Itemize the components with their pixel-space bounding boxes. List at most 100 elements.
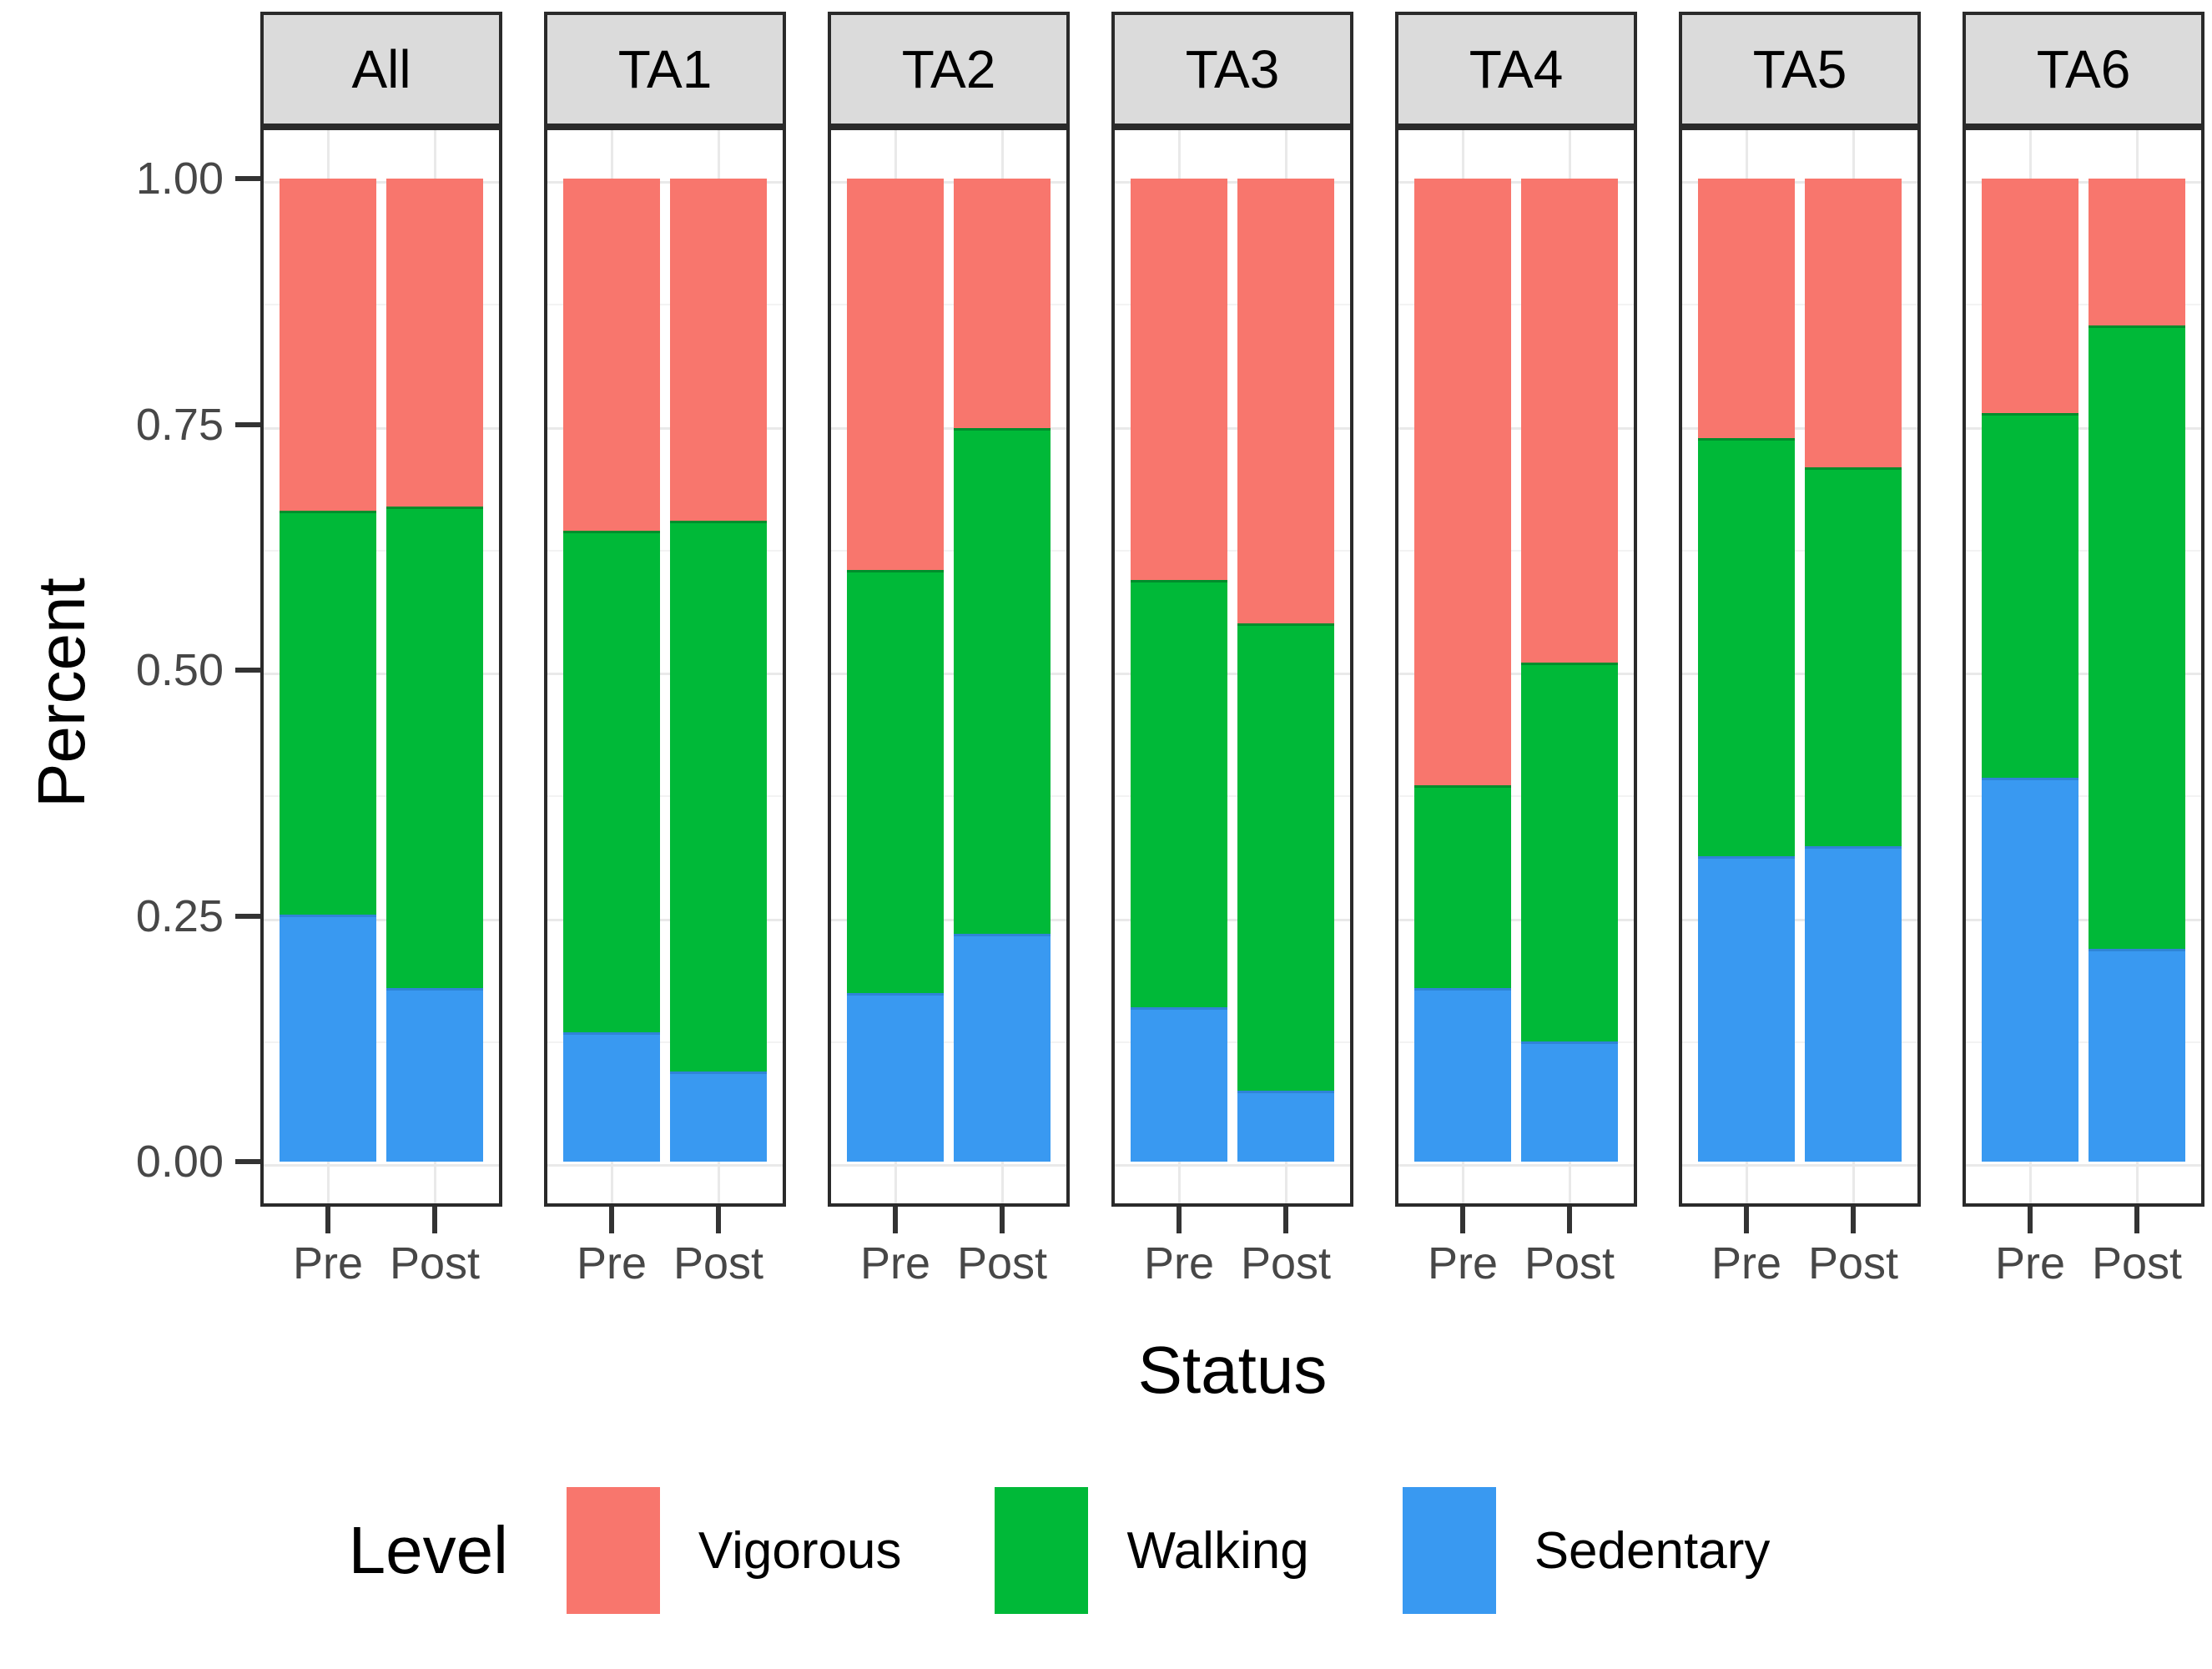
legend-items: Vigorous Walking Sedentary bbox=[566, 1487, 1863, 1614]
bar-segment-vigorous bbox=[1698, 179, 1795, 438]
major-gridline bbox=[831, 918, 1066, 921]
bar-segment-sedentary bbox=[1414, 987, 1511, 1162]
minor-gridline bbox=[1966, 1041, 2201, 1043]
bar-segment-sedentary bbox=[563, 1031, 660, 1162]
major-gridline bbox=[1115, 426, 1350, 430]
facet-strip-label: All bbox=[351, 39, 411, 99]
y-tick-label: 0.00 bbox=[135, 1137, 224, 1187]
minor-gridline bbox=[1398, 795, 1634, 798]
x-tick-label: Post bbox=[2091, 1238, 2183, 1288]
x-tick-label: Pre bbox=[576, 1238, 647, 1288]
minor-gridline bbox=[1115, 1041, 1350, 1043]
bar-segment-sedentary bbox=[2089, 949, 2185, 1162]
major-gridline bbox=[831, 426, 1066, 430]
bar-all-post bbox=[386, 179, 483, 1162]
x-tick-mark bbox=[432, 1207, 437, 1233]
bar-ta6-post bbox=[2089, 179, 2185, 1162]
bar-segment-sedentary bbox=[280, 915, 376, 1162]
x-tick-label: Pre bbox=[292, 1238, 364, 1288]
minor-gridline bbox=[1682, 1041, 1917, 1043]
x-tick-mark bbox=[1000, 1207, 1005, 1233]
minor-gridline bbox=[547, 1041, 783, 1043]
legend-label: Vigorous bbox=[698, 1521, 902, 1580]
bar-segment-walking bbox=[1698, 437, 1795, 856]
bar-segment-walking bbox=[670, 521, 767, 1071]
minor-gridline bbox=[547, 795, 783, 798]
minor-gridline bbox=[264, 549, 499, 552]
major-gridline bbox=[1966, 426, 2201, 430]
legend-label: Walking bbox=[1126, 1521, 1309, 1580]
major-gridline bbox=[1682, 181, 1917, 184]
minor-gridline bbox=[831, 549, 1066, 552]
bar-segment-vigorous bbox=[386, 179, 483, 507]
minor-gridline bbox=[831, 1041, 1066, 1043]
bar-ta4-post bbox=[1521, 179, 1618, 1162]
bar-segment-sedentary bbox=[954, 934, 1051, 1162]
x-tick-mark bbox=[1851, 1207, 1856, 1233]
facet-strip: TA6 bbox=[1963, 12, 2204, 127]
minor-gridline bbox=[1398, 1041, 1634, 1043]
bar-ta5-pre bbox=[1698, 179, 1795, 1162]
bar-segment-walking bbox=[1982, 413, 2078, 778]
major-gridline bbox=[1966, 1164, 2201, 1167]
minor-gridline bbox=[831, 795, 1066, 798]
legend: Level Vigorous Walking Sedentary bbox=[0, 1487, 2212, 1614]
bar-segment-vigorous bbox=[1414, 179, 1511, 785]
x-tick-label: Pre bbox=[1143, 1238, 1215, 1288]
minor-gridline bbox=[547, 304, 783, 306]
minor-gridline bbox=[1682, 795, 1917, 798]
bar-segment-sedentary bbox=[1521, 1041, 1618, 1162]
major-gridline bbox=[264, 181, 499, 184]
y-tick-mark bbox=[235, 176, 260, 181]
major-gridline bbox=[1966, 181, 2201, 184]
bar-segment-walking bbox=[954, 427, 1051, 935]
bar-ta1-pre bbox=[563, 179, 660, 1162]
x-axis-title: Status bbox=[1137, 1333, 1328, 1407]
bar-segment-vigorous bbox=[847, 179, 944, 570]
facet-strip-label: TA1 bbox=[617, 39, 713, 99]
x-tick-label: Pre bbox=[1427, 1238, 1499, 1288]
x-tick-mark bbox=[2134, 1207, 2139, 1233]
bar-ta6-pre bbox=[1982, 179, 2078, 1162]
bar-segment-vigorous bbox=[2089, 179, 2185, 325]
major-gridline bbox=[1115, 1164, 1350, 1167]
y-tick-mark bbox=[235, 668, 260, 673]
bar-all-pre bbox=[280, 179, 376, 1162]
bar-segment-walking bbox=[1805, 466, 1902, 846]
facet-panel-all bbox=[260, 127, 502, 1207]
major-gridline bbox=[831, 1164, 1066, 1167]
facet-strip: All bbox=[260, 12, 502, 127]
major-gridline bbox=[547, 1164, 783, 1167]
major-gridline bbox=[547, 918, 783, 921]
x-tick-mark bbox=[2027, 1207, 2033, 1233]
facet-strip: TA1 bbox=[544, 12, 786, 127]
major-gridline bbox=[1398, 1164, 1634, 1167]
bar-segment-walking bbox=[1237, 623, 1334, 1091]
minor-gridline bbox=[1115, 304, 1350, 306]
minor-gridline bbox=[1966, 549, 2201, 552]
bar-ta1-post bbox=[670, 179, 767, 1162]
bar-segment-walking bbox=[847, 569, 944, 993]
bar-ta3-pre bbox=[1131, 179, 1227, 1162]
facet-strip: TA2 bbox=[828, 12, 1070, 127]
x-tick-mark bbox=[325, 1207, 330, 1233]
x-tick-label: Pre bbox=[1711, 1238, 1782, 1288]
facet-strip-label: TA2 bbox=[901, 39, 996, 99]
x-tick-mark bbox=[1743, 1207, 1749, 1233]
minor-gridline bbox=[1682, 549, 1917, 552]
bar-segment-vigorous bbox=[1805, 179, 1902, 467]
bar-segment-walking bbox=[280, 511, 376, 915]
bar-segment-walking bbox=[386, 506, 483, 988]
x-tick-label: Post bbox=[389, 1238, 481, 1288]
bar-segment-sedentary bbox=[1131, 1007, 1227, 1162]
minor-gridline bbox=[1398, 304, 1634, 306]
legend-title: Level bbox=[348, 1513, 508, 1587]
legend-label: Sedentary bbox=[1534, 1521, 1771, 1580]
bar-segment-vigorous bbox=[1521, 179, 1618, 663]
x-tick-label: Post bbox=[673, 1238, 764, 1288]
x-tick-mark bbox=[1176, 1207, 1182, 1233]
major-gridline bbox=[1398, 426, 1634, 430]
x-tick-label: Post bbox=[1240, 1238, 1332, 1288]
bar-segment-walking bbox=[2089, 325, 2185, 950]
